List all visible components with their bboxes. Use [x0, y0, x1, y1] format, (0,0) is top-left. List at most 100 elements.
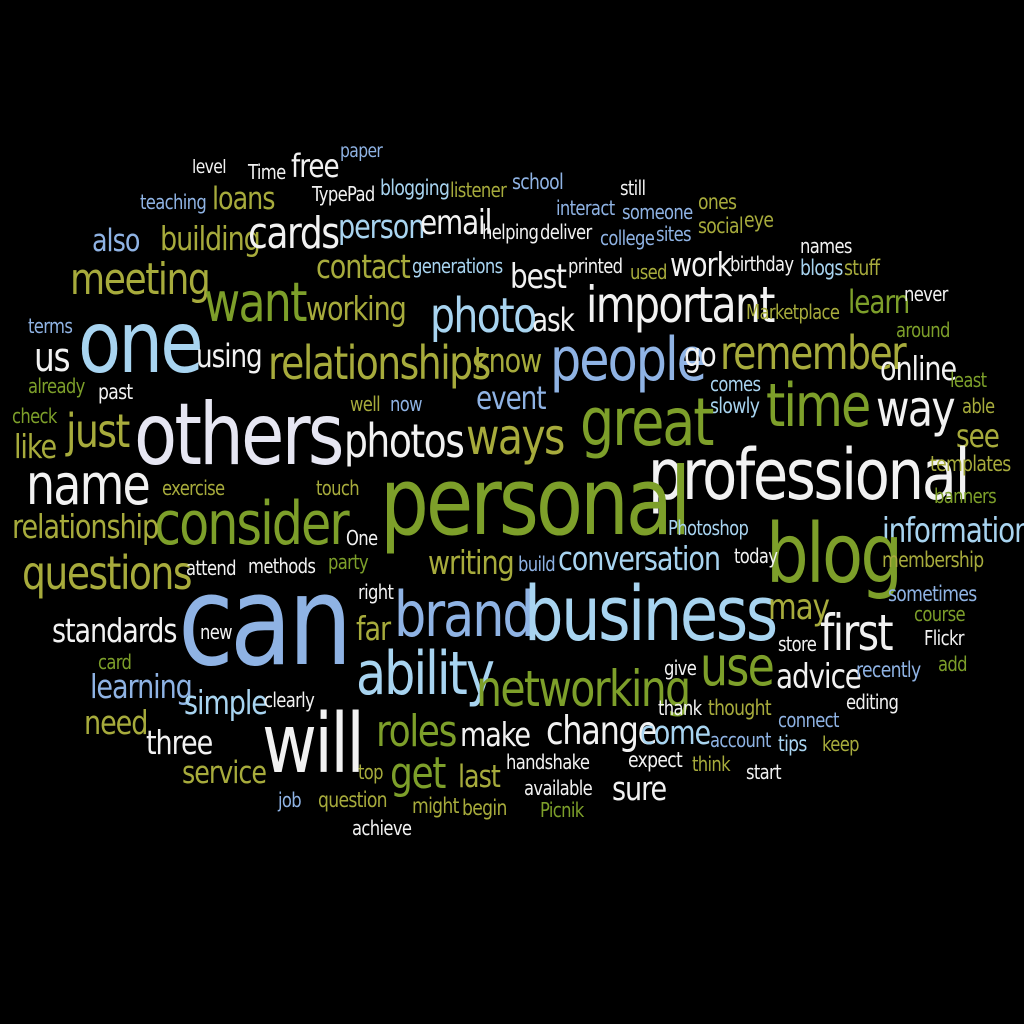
word-far: far: [356, 609, 391, 648]
word-like: like: [14, 427, 57, 466]
word-contact: contact: [316, 247, 411, 286]
word-store: store: [778, 632, 817, 656]
word-photoshop: Photoshop: [668, 516, 749, 540]
word-marketplace: Marketplace: [746, 300, 840, 324]
word-loans: loans: [212, 181, 275, 217]
word-membership: membership: [882, 548, 984, 572]
word-names: names: [800, 234, 852, 258]
word-see: see: [956, 417, 1000, 455]
word-typepad: TypePad: [312, 182, 375, 206]
word-relationship: relationship: [12, 507, 159, 546]
word-sometimes: sometimes: [888, 582, 977, 606]
word-level: level: [192, 156, 227, 178]
word-sites: sites: [656, 222, 692, 246]
word-remember: remember: [720, 326, 907, 380]
word-listener: listener: [450, 178, 507, 202]
word-helping: helping: [482, 220, 539, 244]
word-online: online: [880, 349, 957, 388]
word-photos: photos: [344, 414, 465, 468]
word-expect: expect: [628, 748, 683, 772]
word-generations: generations: [412, 254, 503, 278]
word-others: others: [134, 385, 345, 485]
word-thank: thank: [658, 696, 702, 720]
word-ability: ability: [356, 639, 495, 709]
word-brand: brand: [394, 578, 535, 651]
word-working: working: [306, 289, 407, 328]
word-printed: printed: [568, 254, 623, 278]
word-using: using: [196, 337, 263, 375]
word-exercise: exercise: [162, 476, 225, 500]
word-flickr: Flickr: [924, 626, 965, 650]
word-achieve: achieve: [352, 816, 412, 840]
word-free: free: [291, 147, 340, 185]
word-ones: ones: [698, 190, 737, 214]
word-right: right: [358, 580, 394, 604]
word-now: now: [390, 392, 423, 416]
word-way: way: [876, 380, 956, 438]
word-around: around: [896, 318, 950, 342]
word-keep: keep: [822, 732, 860, 756]
word-go: go: [684, 335, 717, 374]
word-building: building: [160, 219, 261, 258]
word-time: time: [766, 371, 871, 441]
word-email: email: [420, 203, 492, 243]
word-cards: cards: [248, 208, 340, 259]
word-account: account: [710, 728, 771, 752]
word-professional: professional: [648, 434, 971, 516]
word-blog: blog: [766, 507, 903, 602]
word-time-small: Time: [248, 160, 286, 184]
word-name: name: [26, 453, 151, 518]
word-question: question: [318, 788, 388, 812]
word-sure: sure: [612, 769, 667, 808]
word-event: event: [476, 379, 547, 417]
word-simple: simple: [184, 683, 268, 722]
word-touch: touch: [316, 476, 360, 500]
word-well: well: [350, 392, 381, 416]
word-networking: networking: [476, 660, 691, 718]
word-want: want: [204, 271, 307, 334]
word-also: also: [92, 223, 140, 259]
word-ask: ask: [532, 301, 575, 339]
word-personal: personal: [380, 448, 691, 557]
word-card: card: [98, 650, 132, 674]
word-add: add: [938, 652, 968, 676]
word-comes: comes: [710, 372, 761, 396]
word-advice: advice: [776, 657, 862, 697]
word-methods: methods: [248, 554, 316, 578]
word-picnik: Picnik: [540, 798, 584, 822]
word-three: three: [146, 723, 213, 762]
word-top: top: [358, 760, 384, 784]
word-might: might: [412, 794, 459, 818]
word-stuff: stuff: [844, 256, 880, 280]
word-person: person: [338, 207, 425, 246]
word-teaching: teaching: [140, 190, 207, 214]
word-start: start: [746, 760, 782, 784]
word-paper: paper: [340, 140, 383, 162]
word-us: us: [34, 335, 71, 381]
word-able: able: [962, 394, 995, 418]
word-blogs: blogs: [800, 256, 843, 280]
word-job: job: [278, 788, 302, 812]
word-roles: roles: [376, 706, 457, 757]
word-already: already: [28, 374, 85, 398]
word-know: know: [474, 341, 542, 380]
word-service: service: [182, 755, 267, 791]
word-people: people: [550, 325, 707, 395]
word-change: change: [546, 709, 657, 754]
word-birthday: birthday: [730, 252, 794, 276]
word-best: best: [510, 257, 567, 297]
word-conversation: conversation: [558, 539, 721, 578]
word-great: great: [580, 384, 714, 461]
word-attend: attend: [186, 556, 237, 580]
word-still: still: [620, 176, 646, 200]
word-photo: photo: [430, 288, 537, 344]
word-writing: writing: [428, 543, 515, 582]
word-banners: banners: [934, 484, 997, 508]
word-use: use: [700, 635, 775, 698]
word-least: least: [950, 368, 987, 392]
word-eye: eye: [744, 208, 774, 232]
word-just: just: [66, 404, 130, 458]
word-important: important: [586, 276, 775, 334]
word-check: check: [12, 404, 57, 428]
